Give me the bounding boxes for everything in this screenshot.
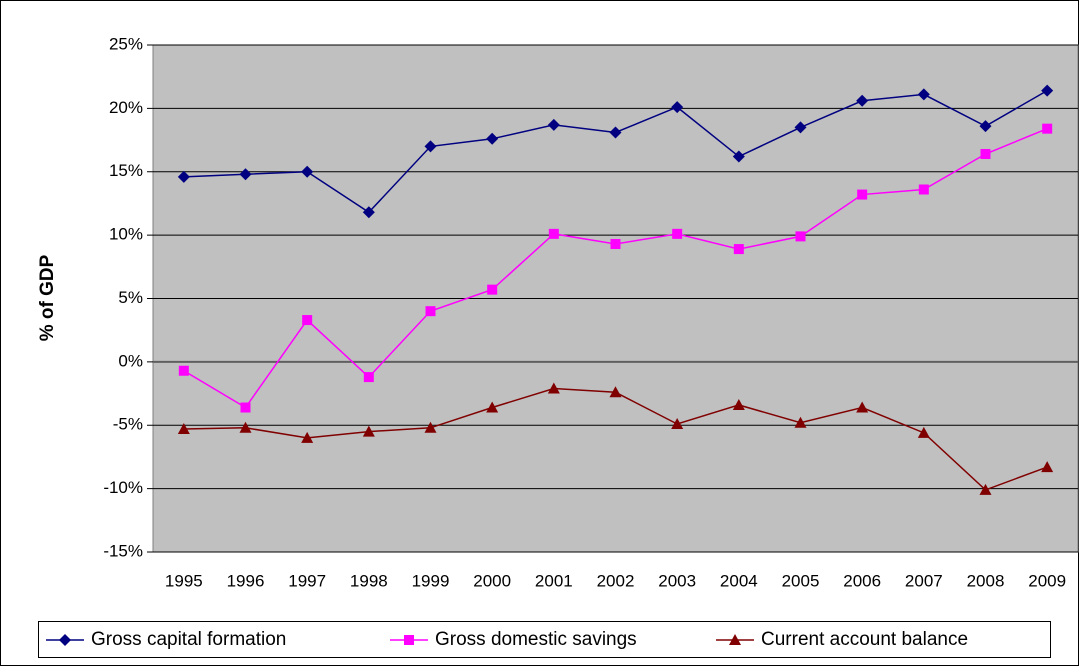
point [424,140,437,153]
point [548,228,559,239]
legend-marker [59,634,71,646]
y-tick-label: 0% [118,351,143,370]
point [1041,461,1054,473]
point [609,386,622,398]
x-tick-label: 2006 [843,571,881,590]
point [917,426,930,438]
y-axis-label: % of GDP [37,254,58,341]
point [425,306,436,317]
point [857,189,868,200]
point [609,126,622,139]
y-tick-label: -15% [103,541,143,560]
point [980,149,991,160]
point [671,417,684,429]
point [239,421,252,433]
point [856,401,869,413]
x-tick-label: 2000 [473,571,511,590]
point [178,365,189,376]
legend [38,621,1051,658]
x-tick-label: 1998 [350,571,388,590]
point [487,284,498,295]
point [672,228,683,239]
point [362,206,375,219]
point [177,423,190,435]
point [302,315,313,326]
point [795,231,806,242]
y-tick-label: 15% [109,161,143,180]
x-tick-label: 2003 [658,571,696,590]
legend-label: Gross domestic savings [435,629,637,650]
point [610,238,621,249]
x-tick-label: 2009 [1028,571,1066,590]
x-tick-label: 1997 [288,571,326,590]
x-tick-label: 1995 [165,571,203,590]
y-tick-label: 20% [109,98,143,117]
point [239,168,252,181]
point [1041,84,1054,97]
point [794,416,807,428]
y-tick-label: 25% [109,34,143,53]
point [362,425,375,437]
y-tick-label: 5% [118,288,143,307]
point [424,421,437,433]
y-tick-label: 10% [109,225,143,244]
point [547,382,560,394]
x-tick-label: 2005 [782,571,820,590]
legend-marker [404,635,414,645]
point [240,402,251,413]
point [301,165,314,178]
point [301,431,314,443]
point [794,121,807,134]
point [177,170,190,183]
legend-label: Gross capital formation [91,629,286,650]
x-tick-label: 2001 [535,571,573,590]
point [917,88,930,101]
x-tick-label: 2007 [905,571,943,590]
point [363,372,374,383]
point [486,132,499,145]
point [732,398,745,410]
y-tick-label: -10% [103,478,143,497]
x-tick-label: 2004 [720,571,758,590]
y-tick-label: -5% [113,415,143,434]
point [979,120,992,133]
x-tick-label: 2002 [597,571,635,590]
point [671,101,684,114]
point [733,244,744,255]
legend-label: Current account balance [761,629,968,650]
point [856,94,869,107]
x-tick-label: 2008 [967,571,1005,590]
point [1042,123,1053,134]
point [732,150,745,163]
point [979,483,992,495]
point [547,118,560,131]
point [918,184,929,195]
point [486,401,499,413]
x-tick-label: 1996 [227,571,265,590]
x-tick-label: 1999 [412,571,450,590]
legend-marker [729,634,741,645]
